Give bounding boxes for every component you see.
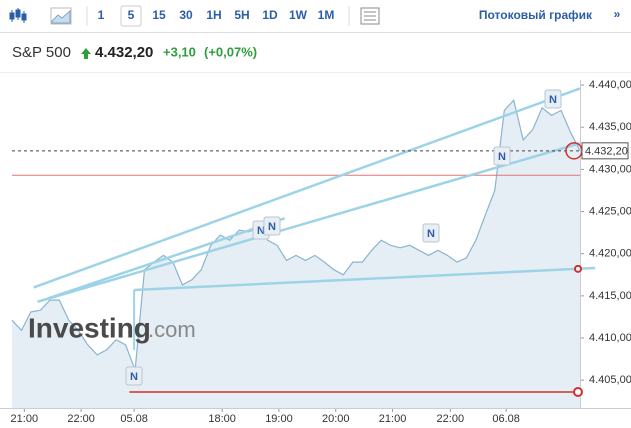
news-marker-label: N — [257, 225, 265, 237]
x-tick-label: 22:00 — [67, 413, 95, 425]
trendline — [33, 87, 581, 289]
change: +3,10 — [163, 44, 196, 59]
selected-box — [120, 5, 142, 27]
y-tick-label: 4.420,00 — [589, 248, 631, 260]
area-icon[interactable] — [50, 7, 72, 25]
x-tick-label: 18:00 — [208, 413, 236, 425]
news-marker-label: N — [427, 228, 435, 240]
stream-link[interactable]: Потоковый график — [479, 8, 593, 22]
area — [12, 100, 580, 408]
price: 4.432,20 — [95, 44, 153, 61]
candles-icon[interactable] — [9, 8, 27, 23]
news-marker-label: N — [268, 221, 276, 233]
interval-button[interactable]: 1W — [289, 8, 308, 22]
y-tick-label: 4.435,00 — [589, 121, 631, 133]
more-button[interactable]: » — [614, 7, 621, 21]
y-tick-label: 4.415,00 — [589, 290, 631, 302]
news-marker-label: N — [498, 151, 506, 163]
news-marker[interactable] — [544, 89, 562, 109]
x-tick-label: 21:00 — [379, 413, 407, 425]
y-tick-label: 4.410,00 — [589, 332, 631, 344]
last-price-box — [581, 142, 629, 160]
interval-button[interactable]: 1H — [206, 8, 221, 22]
line — [11, 98, 581, 371]
x-tick-label: 05.08 — [120, 413, 148, 425]
symbol: S&P 500 — [12, 44, 71, 61]
interval-button[interactable]: 5H — [234, 8, 249, 22]
x-tick-label: 22:00 — [437, 413, 465, 425]
line-handle[interactable] — [574, 264, 582, 273]
interval-button[interactable]: 1D — [262, 8, 278, 22]
up-arrow — [81, 48, 91, 59]
interval-button[interactable]: 30 — [179, 8, 193, 22]
news-marker-label: N — [130, 371, 138, 383]
settings-icon[interactable] — [360, 7, 380, 25]
x-tick-label: 21:00 — [11, 413, 39, 425]
watermark-suffix: .com — [148, 317, 196, 342]
interval-button[interactable]: 5 — [128, 8, 135, 22]
news-marker[interactable] — [493, 146, 511, 166]
interval-button[interactable]: 1M — [318, 8, 335, 22]
news-marker-label: N — [549, 94, 557, 106]
y-tick-label: 4.405,00 — [589, 374, 631, 386]
news-marker[interactable] — [263, 216, 281, 236]
x-tick-label: 06.08 — [492, 413, 520, 425]
last-price-label: 4.432,20 — [585, 146, 628, 158]
interval-button[interactable]: 15 — [152, 8, 166, 22]
change-pct: (+0,07%) — [204, 44, 257, 59]
trendline — [37, 142, 581, 303]
line-handle[interactable] — [573, 386, 583, 397]
interval-button[interactable]: 1 — [98, 8, 105, 22]
x-tick-label: 19:00 — [265, 413, 293, 425]
y-tick-label: 4.425,00 — [589, 205, 631, 217]
y-tick-label: 4.440,00 — [589, 79, 631, 91]
toolbar — [0, 0, 631, 32]
news-marker[interactable] — [422, 223, 440, 243]
x-tick-label: 20:00 — [322, 413, 350, 425]
trendline — [134, 266, 596, 292]
y-tick-label: 4.430,00 — [589, 163, 631, 175]
trendline — [47, 217, 286, 300]
news-marker[interactable] — [125, 366, 143, 386]
watermark-brand: Investing — [28, 312, 151, 343]
